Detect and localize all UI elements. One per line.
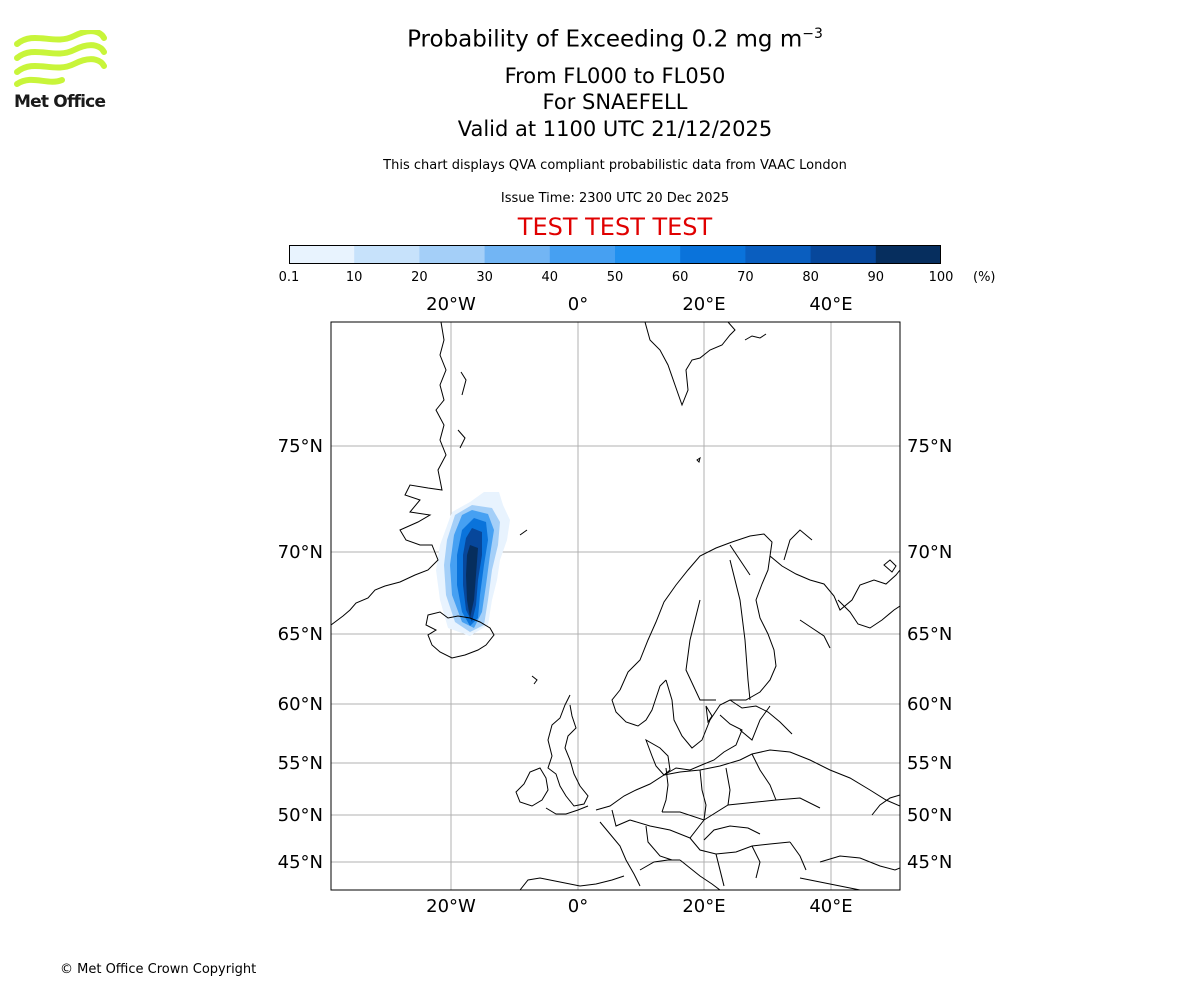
volcano-subtitle: For SNAEFELL [542,90,688,114]
scandinavia-coast [619,533,900,691]
colorbar-tick-label: 20 [411,270,428,285]
britain-coast [547,694,589,807]
plume-band-6 [466,545,478,618]
kola-coast [837,599,900,629]
colorbar-tick-label: 70 [737,270,754,285]
test-banner: TEST TEST TEST [517,213,713,241]
ash-probability-map: 20°W 0° 20°E 40°E 20°W 0° 20°E 40°E 75°N… [278,294,953,917]
top-lon-label: 0° [568,294,588,315]
top-lon-label: 20°E [682,294,725,315]
ash-plume [436,492,510,636]
ireland-coast [515,767,549,807]
chart-title: Probability of Exceeding 0.2 mg m−3 [407,26,823,53]
colorbar-tick-label: 90 [867,270,885,285]
colorbar-tick-label: 50 [606,270,624,285]
colorbar-tick-label: 60 [671,270,689,285]
left-lat-label: 65°N [278,624,323,645]
left-lat-label: 75°N [278,436,323,457]
colorbar-bin [549,245,616,264]
right-lat-label: 70°N [907,542,952,563]
right-lat-label: 50°N [907,805,952,826]
top-lon-label: 20°W [426,294,476,315]
colorbar-bin [875,245,941,264]
bottom-lon-label: 20°E [682,896,725,917]
iceland-coast [425,611,495,659]
colorbar-frame [289,245,941,264]
colorbar-bin [680,245,746,264]
sweden-coast [665,555,777,749]
bottom-lon-label: 0° [568,896,588,917]
top-lon-label: 40°E [809,294,852,315]
left-lat-label: 50°N [278,805,323,826]
finland-coast [729,699,793,735]
colorbar-bin [810,245,877,264]
met-office-logo-icon [14,30,107,87]
colorbar-tick-label: 0.1 [278,270,300,285]
norway-south-coast [611,679,667,727]
right-lat-label: 75°N [907,436,952,457]
svalbard-coast [644,322,736,407]
right-lat-label: 45°N [907,852,952,873]
colorbar-bin [354,245,420,264]
logo-wordmark: Met Office [14,92,106,112]
left-lat-label: 60°N [278,694,323,715]
disclaimer-text: This chart displays QVA compliant probab… [383,158,847,173]
right-lat-label: 55°N [907,753,952,774]
colorbar [289,245,941,264]
colorbar-bin [484,245,551,264]
graticule [331,322,900,890]
colorbar-tick-label: 10 [345,270,363,285]
colorbar-tick-label: 40 [541,270,559,285]
colorbar-unit: (%) [973,270,996,285]
colorbar-ticks: 0.1 10 20 30 40 50 60 70 80 90 100 [0,270,1200,290]
colorbar-bin [419,245,486,264]
colorbar-tick-label: 80 [802,270,819,285]
flight-level-subtitle: From FL000 to FL050 [504,64,726,88]
bottom-lon-label: 20°W [426,896,476,917]
map-frame [330,321,901,891]
right-lat-label: 65°N [907,624,952,645]
colorbar-tick-label: 100 [928,270,954,285]
colorbar-tick-label: 30 [476,270,493,285]
bottom-lon-label: 40°E [809,896,852,917]
colorbar-bin [289,245,355,264]
baltic-coast [663,714,743,776]
left-lat-label: 45°N [278,852,323,873]
issue-time: Issue Time: 2300 UTC 20 Dec 2025 [500,191,730,206]
copyright-footer: © Met Office Crown Copyright [60,962,257,977]
greenland-coast [331,322,447,626]
valid-time-subtitle: Valid at 1100 UTC 21/12/2025 [457,117,773,141]
black-sea-coast [819,855,900,871]
left-lat-label: 70°N [278,542,323,563]
left-lat-label: 55°N [278,753,323,774]
europe-coast [595,749,900,811]
colorbar-bin [615,245,681,264]
coastlines [331,322,900,890]
colorbar-bin [745,245,812,264]
country-borders [611,529,821,887]
right-lat-label: 60°N [907,694,952,715]
